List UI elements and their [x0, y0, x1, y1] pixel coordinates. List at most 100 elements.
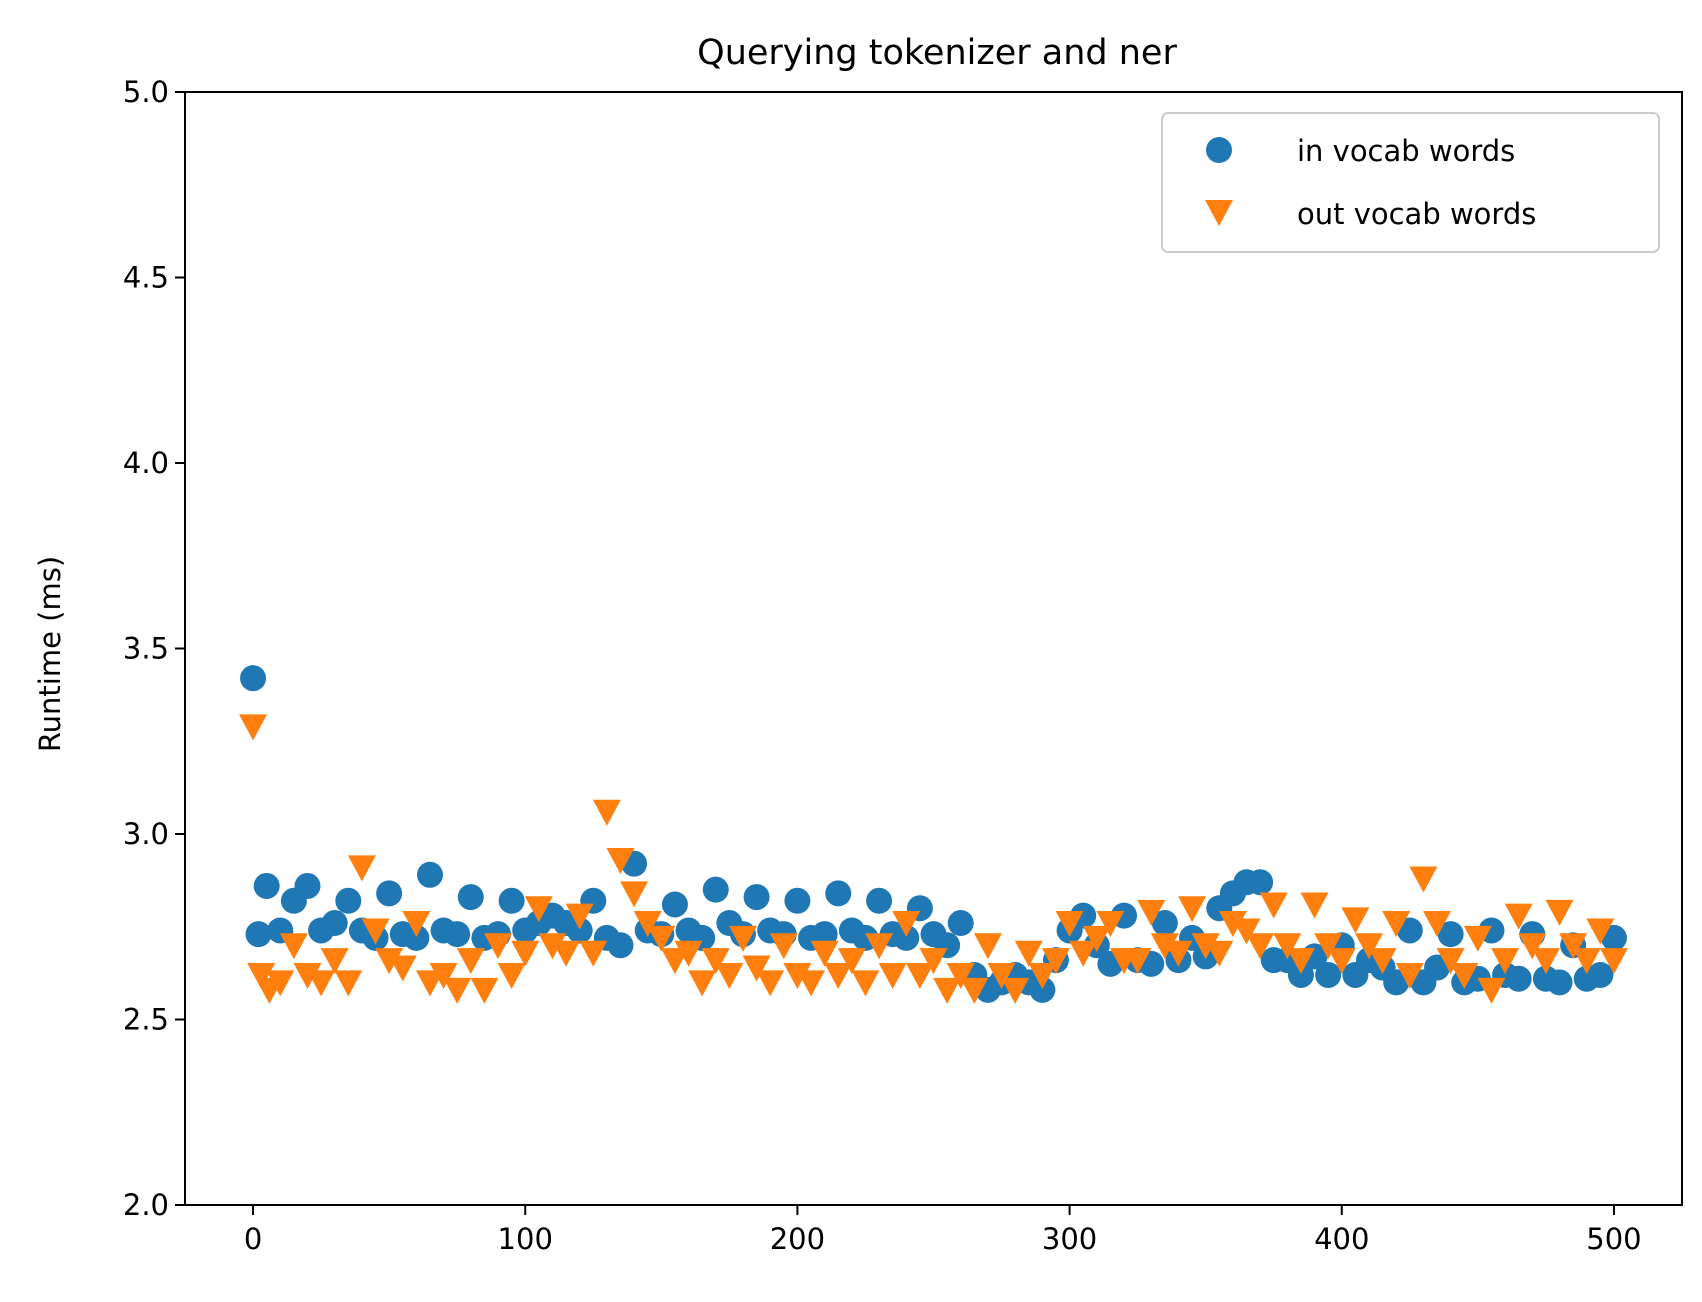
data-point-in-vocab	[702, 876, 729, 903]
x-tick-label: 400	[1314, 1222, 1369, 1256]
data-point-out-vocab	[1341, 907, 1370, 934]
data-point-out-vocab	[606, 847, 635, 874]
y-tick-label: 3.0	[123, 817, 169, 851]
data-point-in-vocab	[1587, 961, 1614, 988]
data-point-out-vocab	[1423, 911, 1452, 938]
data-point-in-vocab	[661, 891, 688, 918]
data-point-in-vocab	[566, 917, 593, 944]
data-point-in-vocab	[403, 924, 430, 951]
data-point-out-vocab	[1286, 948, 1315, 975]
data-point-out-vocab	[1205, 940, 1234, 967]
y-axis-label: Runtime (ms)	[33, 556, 67, 752]
data-point-out-vocab	[592, 799, 621, 826]
data-point-out-vocab	[1069, 940, 1098, 967]
data-point-out-vocab	[239, 714, 268, 741]
data-point-out-vocab	[865, 933, 894, 960]
chart-title: Querying tokenizer and ner	[697, 33, 1177, 73]
data-point-out-vocab	[960, 977, 989, 1004]
data-point-out-vocab	[946, 962, 975, 989]
y-tick-label: 2.5	[123, 1003, 169, 1037]
data-point-out-vocab	[320, 948, 349, 975]
data-point-out-vocab	[1491, 948, 1520, 975]
data-point-out-vocab	[1137, 899, 1166, 926]
data-point-out-vocab	[1436, 948, 1465, 975]
data-point-in-vocab	[811, 921, 838, 948]
series-out-vocab	[239, 714, 1628, 1004]
data-point-out-vocab	[1001, 977, 1030, 1004]
data-point-out-vocab	[756, 970, 785, 997]
data-point-out-vocab	[1028, 962, 1057, 989]
data-point-out-vocab	[293, 962, 322, 989]
data-point-out-vocab	[1354, 933, 1383, 960]
data-point-out-vocab	[484, 933, 513, 960]
data-point-out-vocab	[824, 962, 853, 989]
data-point-in-vocab	[1505, 965, 1532, 992]
data-point-out-vocab	[797, 970, 826, 997]
data-point-out-vocab	[715, 962, 744, 989]
data-point-in-vocab	[294, 872, 321, 899]
data-point-out-vocab	[1518, 933, 1547, 960]
data-point-in-vocab	[1546, 969, 1573, 996]
data-point-out-vocab	[1368, 948, 1397, 975]
data-point-out-vocab	[470, 977, 499, 1004]
data-point-out-vocab	[429, 962, 458, 989]
data-point-out-vocab	[1123, 948, 1152, 975]
data-point-out-vocab	[1504, 903, 1533, 930]
data-point-out-vocab	[415, 970, 444, 997]
data-point-out-vocab	[443, 977, 472, 1004]
data-point-out-vocab	[1545, 899, 1574, 926]
data-point-out-vocab	[388, 955, 417, 982]
data-point-out-vocab	[837, 948, 866, 975]
legend-label-in-vocab: in vocab words	[1297, 134, 1515, 168]
data-point-in-vocab	[240, 665, 267, 692]
x-tick-label: 500	[1586, 1222, 1641, 1256]
data-point-out-vocab	[511, 940, 540, 967]
legend-marker-out-vocab	[1205, 200, 1233, 226]
data-point-out-vocab	[933, 977, 962, 1004]
y-tick-label: 2.0	[123, 1188, 169, 1222]
data-point-in-vocab	[947, 910, 974, 937]
data-point-in-vocab	[607, 932, 634, 959]
data-point-out-vocab	[973, 933, 1002, 960]
data-point-out-vocab	[1232, 918, 1261, 945]
data-point-in-vocab	[784, 887, 811, 914]
data-point-out-vocab	[279, 933, 308, 960]
data-point-out-vocab	[1395, 962, 1424, 989]
data-point-out-vocab	[1273, 933, 1302, 960]
data-point-out-vocab	[1409, 866, 1438, 893]
data-point-out-vocab	[701, 948, 730, 975]
data-point-in-vocab	[1437, 921, 1464, 948]
y-tick-label: 3.5	[123, 632, 169, 666]
data-point-out-vocab	[402, 911, 431, 938]
data-point-in-vocab	[321, 910, 348, 937]
data-point-out-vocab	[1327, 948, 1356, 975]
data-point-out-vocab	[1218, 911, 1247, 938]
data-point-out-vocab	[674, 940, 703, 967]
data-point-out-vocab	[456, 948, 485, 975]
data-point-out-vocab	[1178, 896, 1207, 923]
data-point-out-vocab	[1531, 948, 1560, 975]
data-point-out-vocab	[497, 962, 526, 989]
data-point-in-vocab	[1151, 910, 1178, 937]
legend: in vocab words out vocab words	[1161, 112, 1660, 253]
data-point-in-vocab	[1383, 969, 1410, 996]
data-point-out-vocab	[810, 940, 839, 967]
axis-ticks: 2.0 2.5 3.0 3.5 4.0 4.5 5.0 0 100 200 300 400 500	[123, 75, 1642, 1256]
data-point-in-vocab	[416, 861, 443, 888]
data-point-out-vocab	[565, 903, 594, 930]
data-point-out-vocab	[1082, 925, 1111, 952]
data-point-in-vocab	[1600, 924, 1627, 951]
data-point-in-vocab	[1396, 917, 1423, 944]
data-point-out-vocab	[1246, 933, 1275, 960]
data-point-out-vocab	[1096, 911, 1125, 938]
data-point-out-vocab	[1300, 892, 1329, 919]
data-point-in-vocab	[1315, 961, 1342, 988]
data-point-in-vocab	[1287, 961, 1314, 988]
data-point-in-vocab	[1029, 976, 1056, 1003]
data-point-out-vocab	[688, 970, 717, 997]
data-point-in-vocab	[1247, 869, 1274, 896]
data-point-out-vocab	[1463, 925, 1492, 952]
y-tick-label: 4.0	[123, 446, 169, 480]
data-point-out-vocab	[552, 940, 581, 967]
